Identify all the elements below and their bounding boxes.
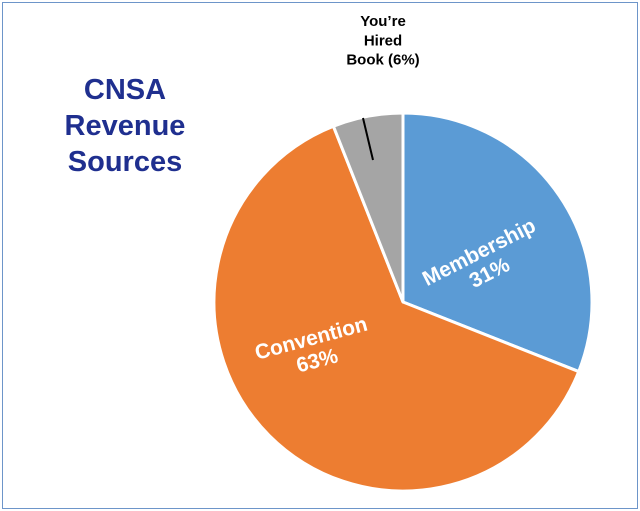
- chart-title-line-2: Revenue: [64, 110, 186, 142]
- chart-title-line-3: Sources: [67, 146, 183, 178]
- chart-title-line-1: CNSA: [83, 74, 167, 106]
- pie-slice-membership: [401, 111, 594, 374]
- slice-label-line: You’re: [360, 13, 406, 30]
- slice-label-line: Book (6%): [346, 51, 419, 68]
- slice-label-you-re-hired-book: You’re Hired Book (6%): [346, 13, 419, 68]
- pie-slice-convention: [212, 124, 581, 493]
- slice-label-line: Hired: [364, 32, 402, 49]
- label-leader-line: [362, 117, 374, 161]
- chart-title: CNSA Revenue Sources: [40, 72, 210, 180]
- pie-slice-you-re-hired-book: [331, 111, 405, 304]
